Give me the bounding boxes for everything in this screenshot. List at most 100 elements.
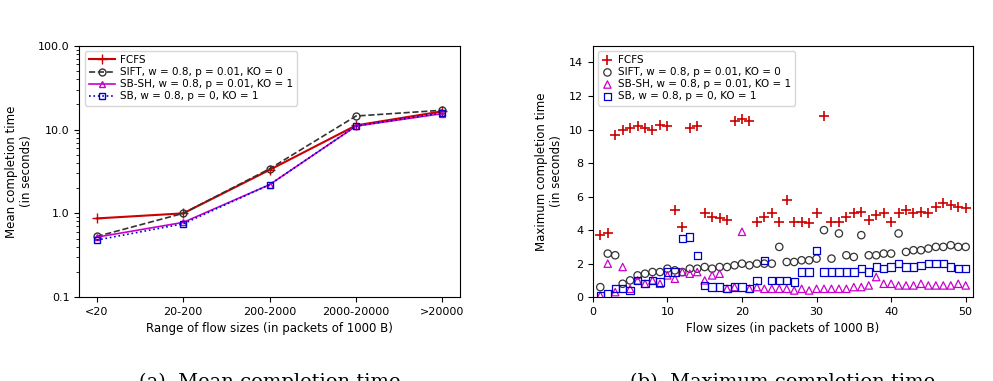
SIFT, w = 0.8, p = 0.01, KO = 0 xyxy=(772,244,787,250)
FCFS xyxy=(630,123,645,129)
FCFS xyxy=(942,202,958,208)
SIFT, w = 0.8, p = 0.01, KO = 0 xyxy=(927,244,943,250)
SB-SH, w = 0.8, p = 0.01, KO = 1 xyxy=(913,281,928,287)
SB, w = 0.8, p = 0, KO = 1 xyxy=(437,110,449,115)
SIFT, w = 0.8, p = 0.01, KO = 0 xyxy=(351,114,362,118)
SB, w = 0.8, p = 0, KO = 1 xyxy=(351,124,362,128)
SIFT, w = 0.8, p = 0.01, KO = 0 xyxy=(831,231,847,237)
SB-SH, w = 0.8, p = 0.01, KO = 1 xyxy=(659,272,675,279)
SB, w = 0.8, p = 0, KO = 1 xyxy=(808,247,824,253)
SB-SH, w = 0.8, p = 0.01, KO = 1 xyxy=(674,269,690,275)
SB, w = 0.8, p = 0, KO = 1 xyxy=(764,277,780,283)
SIFT, w = 0.8, p = 0.01, KO = 0 xyxy=(638,271,653,277)
FCFS xyxy=(742,118,758,124)
SB, w = 0.8, p = 0, KO = 1 xyxy=(861,269,877,275)
SB-SH, w = 0.8, p = 0.01, KO = 1 xyxy=(906,282,922,288)
SB, w = 0.8, p = 0, KO = 1 xyxy=(779,277,794,283)
FCFS xyxy=(786,219,802,225)
SIFT, w = 0.8, p = 0.01, KO = 0 xyxy=(921,245,936,251)
SB-SH, w = 0.8, p = 0.01, KO = 1 xyxy=(351,124,362,128)
FCFS xyxy=(351,123,362,128)
SB-SH, w = 0.8, p = 0.01, KO = 1 xyxy=(437,111,449,116)
SIFT, w = 0.8, p = 0.01, KO = 0 xyxy=(659,266,675,272)
SIFT, w = 0.8, p = 0.01, KO = 0 xyxy=(600,251,616,257)
SB, w = 0.8, p = 0, KO = 1 xyxy=(177,221,189,226)
SB-SH, w = 0.8, p = 0.01, KO = 1 xyxy=(749,284,765,290)
SB-SH, w = 0.8, p = 0.01, KO = 1 xyxy=(772,286,787,292)
SB, w = 0.8, p = 0, KO = 1 xyxy=(749,277,765,283)
SIFT, w = 0.8, p = 0.01, KO = 0 xyxy=(883,251,899,257)
FCFS xyxy=(891,210,907,216)
SIFT, w = 0.8, p = 0.01, KO = 0 xyxy=(816,227,832,233)
FCFS xyxy=(957,205,973,211)
SB, w = 0.8, p = 0, KO = 1 xyxy=(623,287,638,293)
FCFS xyxy=(913,209,928,215)
SB-SH, w = 0.8, p = 0.01, KO = 1 xyxy=(883,281,899,287)
SB, w = 0.8, p = 0, KO = 1 xyxy=(898,264,914,270)
FCFS xyxy=(437,109,449,114)
SB, w = 0.8, p = 0, KO = 1 xyxy=(927,261,943,267)
SB, w = 0.8, p = 0, KO = 1 xyxy=(600,291,616,297)
SIFT, w = 0.8, p = 0.01, KO = 0 xyxy=(90,234,102,239)
FCFS xyxy=(719,217,735,223)
SB-SH, w = 0.8, p = 0.01, KO = 1 xyxy=(853,284,869,290)
SIFT, w = 0.8, p = 0.01, KO = 0 xyxy=(823,256,839,262)
FCFS xyxy=(667,207,683,213)
SIFT, w = 0.8, p = 0.01, KO = 0 xyxy=(868,252,884,258)
FCFS xyxy=(927,203,943,210)
SIFT, w = 0.8, p = 0.01, KO = 0 xyxy=(593,284,609,290)
SB, w = 0.8, p = 0, KO = 1 xyxy=(876,266,892,272)
SIFT, w = 0.8, p = 0.01, KO = 0 xyxy=(935,244,951,250)
FCFS xyxy=(801,220,817,226)
FCFS xyxy=(853,209,869,215)
SB, w = 0.8, p = 0, KO = 1 xyxy=(838,269,854,275)
SB, w = 0.8, p = 0, KO = 1 xyxy=(793,269,809,275)
FCFS xyxy=(935,200,951,207)
FCFS xyxy=(712,215,728,221)
Line: SB, w = 0.8, p = 0, KO = 1: SB, w = 0.8, p = 0, KO = 1 xyxy=(93,109,446,243)
FCFS xyxy=(793,219,809,225)
SB-SH, w = 0.8, p = 0.01, KO = 1 xyxy=(823,286,839,292)
SIFT, w = 0.8, p = 0.01, KO = 0 xyxy=(913,247,928,253)
FCFS xyxy=(779,197,794,203)
FCFS xyxy=(950,203,966,210)
SIFT, w = 0.8, p = 0.01, KO = 0 xyxy=(853,232,869,238)
SB-SH, w = 0.8, p = 0.01, KO = 1 xyxy=(697,277,713,283)
SIFT, w = 0.8, p = 0.01, KO = 0 xyxy=(437,108,449,112)
SB-SH, w = 0.8, p = 0.01, KO = 1 xyxy=(644,277,660,283)
SB, w = 0.8, p = 0, KO = 1 xyxy=(674,235,690,242)
SB, w = 0.8, p = 0, KO = 1 xyxy=(801,269,817,275)
SB, w = 0.8, p = 0, KO = 1 xyxy=(786,279,802,285)
SB-SH, w = 0.8, p = 0.01, KO = 1 xyxy=(808,286,824,292)
SB-SH, w = 0.8, p = 0.01, KO = 1 xyxy=(638,281,653,287)
SB, w = 0.8, p = 0, KO = 1 xyxy=(689,252,705,258)
SB-SH, w = 0.8, p = 0.01, KO = 1 xyxy=(801,287,817,293)
SIFT, w = 0.8, p = 0.01, KO = 0 xyxy=(697,264,713,270)
SB, w = 0.8, p = 0, KO = 1 xyxy=(921,261,936,267)
FCFS xyxy=(608,131,624,138)
SB-SH, w = 0.8, p = 0.01, KO = 1 xyxy=(667,276,683,282)
SB-SH, w = 0.8, p = 0.01, KO = 1 xyxy=(957,282,973,288)
SB-SH, w = 0.8, p = 0.01, KO = 1 xyxy=(793,286,809,292)
SIFT, w = 0.8, p = 0.01, KO = 0 xyxy=(898,249,914,255)
FCFS xyxy=(808,210,824,216)
SB-SH, w = 0.8, p = 0.01, KO = 1 xyxy=(712,271,728,277)
FCFS xyxy=(734,117,750,123)
SB, w = 0.8, p = 0, KO = 1 xyxy=(868,264,884,270)
FCFS xyxy=(90,216,102,221)
SIFT, w = 0.8, p = 0.01, KO = 0 xyxy=(704,266,720,272)
SB-SH, w = 0.8, p = 0.01, KO = 1 xyxy=(898,282,914,288)
SIFT, w = 0.8, p = 0.01, KO = 0 xyxy=(808,256,824,262)
FCFS xyxy=(600,231,616,237)
SIFT, w = 0.8, p = 0.01, KO = 0 xyxy=(623,277,638,283)
SB, w = 0.8, p = 0, KO = 1 xyxy=(712,284,728,290)
SB, w = 0.8, p = 0, KO = 1 xyxy=(90,238,102,242)
FCFS xyxy=(644,126,660,133)
Y-axis label: Maximum completion time
(in seconds): Maximum completion time (in seconds) xyxy=(535,92,563,251)
SB, w = 0.8, p = 0, KO = 1 xyxy=(742,286,758,292)
SB-SH, w = 0.8, p = 0.01, KO = 1 xyxy=(891,282,907,288)
Text: (a)  Mean completion time: (a) Mean completion time xyxy=(139,373,400,381)
SB-SH, w = 0.8, p = 0.01, KO = 1 xyxy=(682,271,698,277)
SB-SH, w = 0.8, p = 0.01, KO = 1 xyxy=(727,284,743,290)
SIFT, w = 0.8, p = 0.01, KO = 0 xyxy=(615,281,631,287)
